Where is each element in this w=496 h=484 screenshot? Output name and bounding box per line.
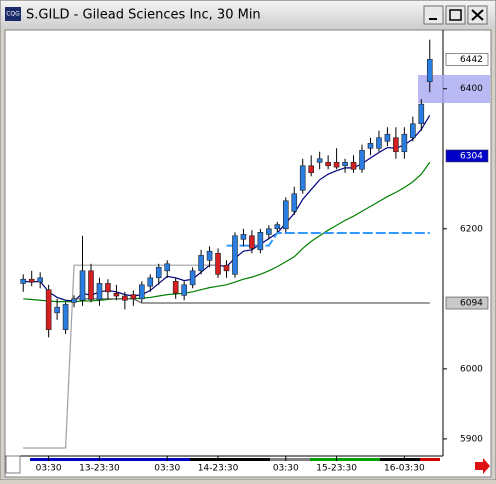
session-strip: [310, 458, 380, 461]
app-icon-text: CQG: [6, 11, 20, 18]
x-tick-label: 03:30: [36, 464, 62, 474]
candle-body: [181, 284, 187, 296]
candle-body: [105, 283, 111, 293]
price-marker: [445, 296, 489, 310]
session-strip: [420, 458, 440, 461]
button-face[interactable]: [423, 5, 444, 25]
session-strip: [380, 458, 420, 461]
scroll-arrow[interactable]: [475, 458, 490, 474]
x-tick-label: 03:30: [154, 464, 180, 474]
price-marker: [445, 53, 489, 66]
candle-body: [282, 200, 289, 230]
candle-body: [20, 278, 27, 284]
candle-body: [325, 161, 331, 167]
y-tick-label: 5900: [460, 434, 483, 444]
candle-body: [240, 234, 247, 240]
candle-body: [206, 250, 213, 261]
candle-body: [410, 123, 416, 139]
candle-body: [350, 161, 357, 170]
candle-body: [232, 235, 238, 275]
candle-body: [147, 277, 154, 287]
candle-body: [122, 295, 128, 301]
button-glyph: [449, 9, 462, 21]
price-marker-label: 6442: [460, 55, 483, 65]
candle-body: [367, 143, 374, 149]
candle-body: [71, 298, 77, 303]
session-strip: [190, 458, 270, 461]
title-bar: [1, 1, 495, 28]
x-tick-label: 03:30: [273, 464, 299, 474]
candle-body: [376, 137, 382, 149]
candle-body: [274, 224, 281, 230]
candle-body: [384, 133, 391, 142]
candle-body: [54, 306, 60, 314]
app-icon: [5, 7, 21, 21]
candle-body: [393, 137, 399, 153]
chart-area: [4, 29, 492, 478]
y-tick-label: 6200: [460, 224, 483, 234]
candle-body: [401, 133, 408, 153]
candle-body: [96, 283, 103, 300]
candle-body: [266, 228, 272, 235]
x-tick-label: 15-23:30: [316, 464, 357, 474]
y-tick-label: 6000: [460, 364, 483, 374]
candle-body: [299, 165, 306, 191]
corner-box[interactable]: [5, 455, 21, 474]
session-strip: [30, 458, 190, 461]
close-button[interactable]: [467, 5, 488, 25]
maximize-button[interactable]: [445, 5, 466, 25]
candle-body: [418, 103, 425, 125]
candle-body: [333, 161, 340, 168]
button-glyph: [429, 18, 437, 20]
y-tick-label: 6400: [460, 84, 483, 94]
candle-body: [426, 59, 433, 83]
session-strip: [270, 458, 310, 461]
price-marker-label: 6304: [460, 151, 483, 161]
overlay-line: [23, 264, 219, 449]
candle-body: [316, 158, 323, 163]
candle-body: [291, 193, 298, 212]
candle-body: [215, 253, 221, 275]
candle-body: [88, 270, 94, 300]
candle-body: [37, 277, 43, 283]
candle-body: [198, 255, 204, 272]
candle-body: [164, 263, 171, 272]
candle-body: [62, 304, 69, 330]
candle-body: [308, 165, 314, 174]
candle-body: [45, 289, 52, 330]
candle-body: [249, 235, 255, 249]
candle-body: [139, 284, 145, 300]
x-tick-label: 13-23:30: [79, 464, 120, 474]
candle-body: [130, 294, 137, 300]
x-tick-label: 14-23:30: [198, 464, 239, 474]
candle-body: [223, 264, 230, 272]
candle-body: [342, 161, 348, 167]
price-marker-label: 6094: [460, 299, 483, 309]
x-tick-label: 16-03:30: [384, 464, 425, 474]
candle-body: [359, 150, 365, 170]
candle-body: [189, 270, 196, 286]
price-marker: [445, 149, 489, 163]
button-glyph: [471, 9, 484, 21]
candle-body: [172, 281, 179, 294]
button-face[interactable]: [445, 5, 466, 25]
window-title: S.GILD - Gilead Sciences Inc, 30 Min: [26, 8, 261, 23]
candle-body: [79, 270, 86, 301]
candle-body: [155, 267, 162, 279]
candle-body: [113, 292, 120, 297]
candle-body: [28, 278, 35, 283]
minimize-button[interactable]: [423, 5, 444, 25]
candle-body: [257, 231, 264, 251]
